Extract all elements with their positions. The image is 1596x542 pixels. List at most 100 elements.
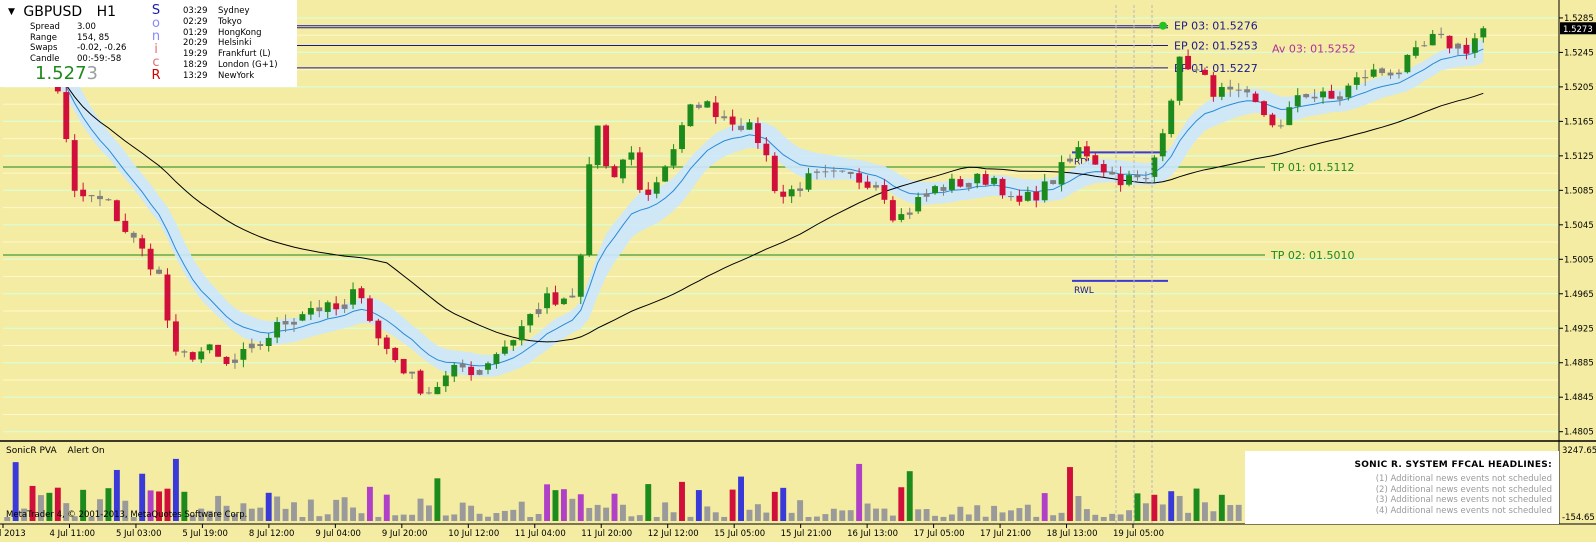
session-row: 13:29 NewYork <box>183 71 278 82</box>
time-tick-label: 5 Jul 03:00 <box>116 529 162 539</box>
symbol-info-panel: ▼ GBPUSD H1 Spread 3.00 Range 154, 85 Swaps -… <box>0 0 297 87</box>
candle <box>1480 26 1487 43</box>
candle-body <box>223 356 230 365</box>
candle <box>780 184 787 204</box>
candle <box>738 118 744 132</box>
volume-bar <box>38 495 44 521</box>
candle <box>805 167 812 192</box>
stat-label: Swaps <box>30 43 58 53</box>
volume-bar <box>687 516 694 521</box>
candle <box>358 286 365 304</box>
candle-body <box>80 189 87 197</box>
candle-body <box>105 199 112 201</box>
sonic-letter: R <box>151 68 161 83</box>
volume-bar <box>839 510 846 521</box>
candle <box>1024 186 1031 202</box>
volume-bar <box>1083 509 1090 521</box>
volume-bar <box>679 481 685 521</box>
candle <box>1379 67 1386 76</box>
volume-bar <box>763 512 770 521</box>
candle-body <box>417 370 424 394</box>
volume-bar <box>594 504 601 521</box>
volume-bar <box>189 514 196 521</box>
candle-body <box>1075 147 1082 159</box>
candle <box>299 311 306 322</box>
volume-bar <box>434 478 441 521</box>
volume-bar <box>569 498 576 521</box>
short-level-label: RDL <box>1074 157 1092 167</box>
candle-body <box>299 314 306 321</box>
candle <box>501 340 508 356</box>
candle <box>63 86 70 143</box>
candle-body <box>1286 107 1293 126</box>
volume-bar <box>299 516 306 521</box>
volume-bar <box>636 515 643 521</box>
candle <box>830 166 837 178</box>
volume-bar <box>223 505 230 521</box>
candle <box>510 339 517 351</box>
collapse-arrow-icon[interactable]: ▼ <box>8 7 15 17</box>
symbol-title[interactable]: ▼ GBPUSD H1 <box>8 4 116 20</box>
candle <box>847 171 854 179</box>
candle <box>754 117 761 149</box>
volume-subwindow: 3247.65 -154.65 <box>0 440 1596 525</box>
volume-bar <box>105 488 112 521</box>
time-tick-label: 10 Jul 12:00 <box>448 529 499 539</box>
candle-body <box>1235 89 1242 91</box>
candle <box>1075 141 1082 160</box>
short-level-label: RWL <box>1074 286 1094 296</box>
candle <box>518 320 525 346</box>
volume-bar <box>1075 496 1082 521</box>
candle-body <box>1092 155 1099 165</box>
candle-body <box>324 302 331 312</box>
volume-bar <box>426 505 432 521</box>
candle-body <box>898 214 905 220</box>
candle <box>97 190 103 207</box>
candle <box>729 109 736 131</box>
candle-body <box>518 326 525 341</box>
volume-bar <box>1033 516 1040 521</box>
volume-bar <box>12 462 19 521</box>
candle <box>442 370 449 392</box>
session-time: 01:29 <box>183 27 208 38</box>
candle <box>468 361 475 381</box>
candle-body <box>704 101 711 108</box>
candle-body <box>1387 72 1394 76</box>
price-axis: 1.5285 1.5245 1.5205 1.5165 1.5125 1.5085 1.50… <box>1558 0 1596 542</box>
candle <box>1126 170 1132 187</box>
volume-bar <box>940 516 947 521</box>
candle <box>1463 37 1470 60</box>
candle <box>1294 88 1301 113</box>
volume-bar <box>1117 514 1124 521</box>
axis-background <box>1559 0 1596 542</box>
volume-bar <box>468 505 475 521</box>
volume-bar <box>544 484 550 521</box>
news-list: (1) Additional news events not scheduled… <box>1376 474 1552 516</box>
candle <box>1202 67 1208 76</box>
volume-bar <box>240 503 247 521</box>
volume-bar <box>746 509 753 521</box>
candle-body <box>172 321 179 352</box>
time-tick-label: 11 Jul 20:00 <box>581 529 632 539</box>
candle <box>282 314 289 333</box>
candle-body <box>1176 56 1183 101</box>
candle <box>459 359 466 373</box>
candle-body <box>1159 133 1166 157</box>
volume-bar <box>1058 512 1065 521</box>
volume-bar <box>392 515 399 521</box>
stat-row: Spread 3.00 <box>30 22 126 33</box>
stat-row: Range 154, 85 <box>30 33 126 44</box>
volume-bar <box>400 514 407 521</box>
volume-bar <box>670 512 677 521</box>
volume-bar <box>1210 511 1217 521</box>
volume-bar <box>54 487 61 521</box>
candle-body <box>1311 96 1318 99</box>
candle-body <box>999 178 1006 196</box>
candle-body <box>400 358 407 374</box>
volume-bar <box>729 489 736 521</box>
candle <box>940 184 947 196</box>
candle-body <box>830 170 837 172</box>
volume-bar <box>814 516 820 521</box>
session-time: 02:29 <box>183 16 208 27</box>
